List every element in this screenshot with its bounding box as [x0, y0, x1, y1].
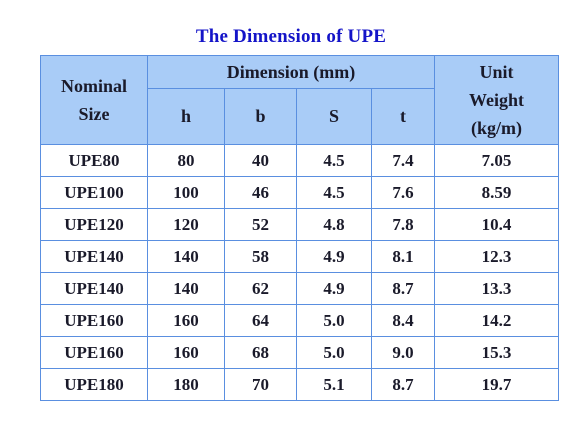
weight-cell: 15.3 — [434, 336, 559, 369]
t-column-header: t — [371, 88, 435, 145]
b-cell: 52 — [224, 208, 297, 241]
weight-cell: 14.2 — [434, 304, 559, 337]
weight-cell: 12.3 — [434, 240, 559, 273]
h-cell: 160 — [147, 336, 225, 369]
table-title: The Dimension of UPE — [195, 26, 387, 47]
table-row: UPE160 160 64 5.0 8.4 14.2 — [40, 304, 559, 337]
weight-cell: 7.05 — [434, 144, 559, 177]
t-cell: 8.4 — [371, 304, 435, 337]
t-cell: 9.0 — [371, 336, 435, 369]
b-cell: 64 — [224, 304, 297, 337]
h-column-header: h — [147, 88, 225, 145]
t-cell: 7.4 — [371, 144, 435, 177]
b-cell: 58 — [224, 240, 297, 273]
h-cell: 180 — [147, 368, 225, 401]
dimension-header: Dimension (mm) — [147, 55, 435, 89]
size-cell: UPE100 — [40, 176, 148, 209]
s-cell: 4.9 — [296, 272, 372, 305]
size-cell: UPE180 — [40, 368, 148, 401]
weight-cell: 8.59 — [434, 176, 559, 209]
b-cell: 68 — [224, 336, 297, 369]
header-row-top: Nominal Size Dimension (mm) Unit Weight … — [40, 55, 559, 145]
s-cell: 4.9 — [296, 240, 372, 273]
nominal-size-header: Nominal Size — [40, 55, 148, 145]
t-cell: 8.7 — [371, 368, 435, 401]
h-cell: 80 — [147, 144, 225, 177]
b-cell: 46 — [224, 176, 297, 209]
s-cell: 4.8 — [296, 208, 372, 241]
s-cell: 5.0 — [296, 336, 372, 369]
nominal-size-header-line1: Nominal — [60, 76, 127, 96]
unit-weight-header-line1: Unit — [479, 62, 514, 82]
b-column-header: b — [224, 88, 297, 145]
t-cell: 7.8 — [371, 208, 435, 241]
table-row: UPE180 180 70 5.1 8.7 19.7 — [40, 368, 559, 401]
weight-cell: 10.4 — [434, 208, 559, 241]
table-row: UPE140 140 62 4.9 8.7 13.3 — [40, 272, 559, 305]
b-cell: 40 — [224, 144, 297, 177]
table-row: UPE160 160 68 5.0 9.0 15.3 — [40, 336, 559, 369]
b-cell: 62 — [224, 272, 297, 305]
s-cell: 5.0 — [296, 304, 372, 337]
t-cell: 8.7 — [371, 272, 435, 305]
table-row: UPE100 100 46 4.5 7.6 8.59 — [40, 176, 559, 209]
s-cell: 5.1 — [296, 368, 372, 401]
unit-weight-header-line2: Weight — [468, 90, 524, 110]
h-cell: 140 — [147, 240, 225, 273]
t-cell: 8.1 — [371, 240, 435, 273]
b-cell: 70 — [224, 368, 297, 401]
h-cell: 140 — [147, 272, 225, 305]
weight-cell: 19.7 — [434, 368, 559, 401]
size-cell: UPE140 — [40, 240, 148, 273]
h-cell: 120 — [147, 208, 225, 241]
header-row-sub: h b S t — [41, 88, 559, 145]
h-cell: 100 — [147, 176, 225, 209]
s-column-header: S — [296, 88, 372, 145]
size-cell: UPE80 — [40, 144, 148, 177]
t-cell: 7.6 — [371, 176, 435, 209]
table-row: UPE140 140 58 4.9 8.1 12.3 — [40, 240, 559, 273]
h-cell: 160 — [147, 304, 225, 337]
unit-weight-header: Unit Weight (kg/m) — [434, 55, 559, 145]
s-cell: 4.5 — [296, 176, 372, 209]
table-row: UPE120 120 52 4.8 7.8 10.4 — [40, 208, 559, 241]
weight-cell: 13.3 — [434, 272, 559, 305]
table-row: UPE80 80 40 4.5 7.4 7.05 — [40, 144, 559, 177]
upe-dimension-table: Nominal Size Dimension (mm) Unit Weight … — [40, 55, 559, 401]
size-cell: UPE120 — [40, 208, 148, 241]
unit-weight-header-line3: (kg/m) — [471, 118, 522, 138]
size-cell: UPE160 — [40, 336, 148, 369]
s-cell: 4.5 — [296, 144, 372, 177]
size-cell: UPE160 — [40, 304, 148, 337]
size-cell: UPE140 — [40, 272, 148, 305]
nominal-size-header-line2: Size — [78, 104, 110, 124]
